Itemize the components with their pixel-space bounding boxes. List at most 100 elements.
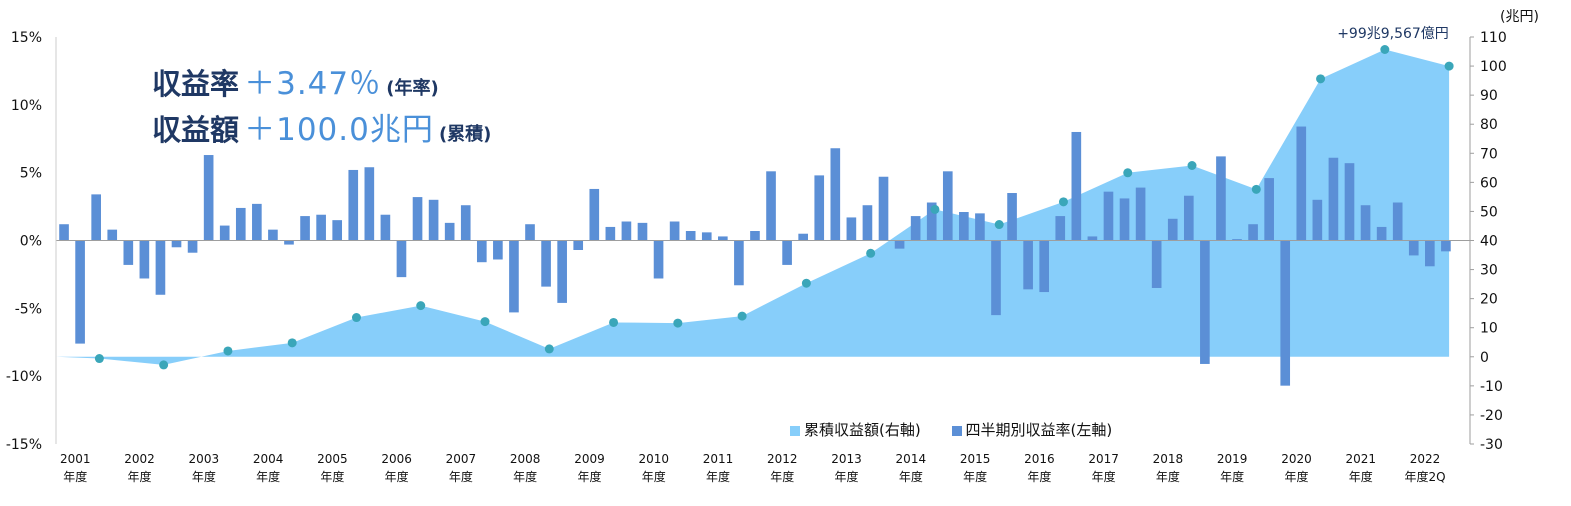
cumulative-dot xyxy=(1123,168,1133,178)
x-label-suffix: 年度 xyxy=(963,469,987,484)
quarterly-bar xyxy=(235,207,246,241)
x-label-year: 2016 xyxy=(1024,452,1055,466)
x-label-year: 2015 xyxy=(960,452,991,466)
right-tick-label: 80 xyxy=(1480,117,1498,133)
quarterly-bar xyxy=(1200,240,1210,364)
quarterly-bar xyxy=(396,240,407,278)
quarterly-bar xyxy=(1441,240,1451,252)
right-tick-label: 10 xyxy=(1480,321,1498,337)
x-label-year: 2009 xyxy=(574,452,605,466)
quarterly-bar xyxy=(766,171,776,241)
quarterly-bar xyxy=(573,240,584,250)
quarterly-bar xyxy=(959,212,969,241)
cumulative-dot xyxy=(1380,45,1390,55)
x-label-suffix: 年度 xyxy=(1284,469,1308,484)
quarterly-bar xyxy=(1216,156,1226,241)
rate-value: ＋3.47％ xyxy=(244,66,382,102)
amount-value: ＋100.0兆円 xyxy=(244,112,434,148)
right-axis-unit: (兆円) xyxy=(1500,9,1539,25)
right-tick-label: 50 xyxy=(1480,204,1498,220)
cumulative-dot xyxy=(801,278,811,288)
quarterly-bar xyxy=(1248,224,1258,241)
x-label-year: 2019 xyxy=(1217,452,1248,466)
quarterly-bar xyxy=(1328,157,1339,241)
left-axis-ticks: 15% 10% 5% 0% -5% -10% -15% xyxy=(6,30,42,453)
quarterly-bar xyxy=(718,236,728,241)
quarterly-bar xyxy=(621,221,632,241)
x-label-suffix: 年度 xyxy=(1092,469,1116,484)
quarterly-bar xyxy=(798,233,808,241)
x-label-suffix: 年度 xyxy=(385,469,409,484)
cumulative-dot xyxy=(416,301,426,311)
quarterly-bar xyxy=(942,171,953,241)
right-tick-label: 90 xyxy=(1480,88,1498,104)
cumulative-dot xyxy=(1187,160,1197,170)
quarterly-bar xyxy=(1183,195,1194,241)
x-label-year: 2006 xyxy=(381,452,412,466)
quarterly-bar xyxy=(1135,187,1146,241)
left-tick-label: 15% xyxy=(11,30,42,46)
quarterly-bar xyxy=(1264,178,1274,241)
amount-label: 収益額 xyxy=(152,113,240,147)
x-label-suffix: 年度2Q xyxy=(1404,469,1445,484)
quarterly-bar xyxy=(1425,240,1435,267)
x-label-suffix: 年度 xyxy=(899,469,923,484)
quarterly-bar xyxy=(926,202,937,241)
cumulative-dot xyxy=(287,338,297,348)
quarterly-bar xyxy=(701,232,712,241)
quarterly-bar xyxy=(1023,240,1033,290)
x-label-year: 2018 xyxy=(1153,452,1184,466)
quarterly-bar xyxy=(1408,240,1419,256)
quarterly-bar xyxy=(750,231,760,241)
x-label-suffix: 年度 xyxy=(642,469,666,484)
quarterly-bar xyxy=(846,217,857,241)
cumulative-dot xyxy=(994,220,1004,230)
cumulative-dot xyxy=(480,317,490,327)
x-label-year: 2013 xyxy=(831,452,862,466)
cumulative-dot xyxy=(1058,197,1068,207)
right-tick-label: -30 xyxy=(1480,437,1503,453)
quarterly-bar xyxy=(155,240,166,295)
quarterly-bar xyxy=(605,226,616,241)
rate-note: (年率) xyxy=(386,78,439,99)
cumulative-dot xyxy=(1444,61,1454,71)
x-label-year: 2011 xyxy=(703,452,734,466)
quarterly-bar xyxy=(1007,193,1017,241)
x-label-suffix: 年度 xyxy=(192,469,216,484)
quarterly-bar xyxy=(1360,205,1371,241)
quarterly-bar xyxy=(910,216,921,241)
cumulative-final-annotation: +99兆9,567億円 xyxy=(1337,26,1449,42)
quarterly-bar xyxy=(444,222,455,241)
quarterly-bar xyxy=(734,240,744,286)
quarterly-bar xyxy=(59,224,69,241)
cumulative-area xyxy=(56,49,1450,365)
x-label-year: 2003 xyxy=(189,452,220,466)
quarterly-bar xyxy=(348,169,359,241)
quarterly-bar xyxy=(557,240,567,303)
rate-label: 収益率 xyxy=(152,67,240,101)
x-label-year: 2002 xyxy=(124,452,155,466)
right-tick-label: -20 xyxy=(1480,408,1503,424)
x-label-suffix: 年度 xyxy=(1156,469,1180,484)
quarterly-bar xyxy=(1344,163,1355,241)
x-label-year: 2017 xyxy=(1088,452,1119,466)
quarterly-bar xyxy=(653,240,664,279)
quarterly-bar xyxy=(203,155,214,241)
quarterly-bar xyxy=(1392,202,1403,241)
quarterly-bar xyxy=(171,240,182,248)
cumulative-dot xyxy=(544,344,554,354)
cumulative-dot xyxy=(930,204,940,214)
quarterly-bar xyxy=(332,220,343,241)
quarterly-bar xyxy=(1232,239,1242,241)
x-label-year: 2008 xyxy=(510,452,541,466)
x-label-suffix: 年度 xyxy=(1349,469,1373,484)
x-label-year: 2004 xyxy=(253,452,284,466)
x-label-suffix: 年度 xyxy=(577,469,601,484)
x-label-suffix: 年度 xyxy=(128,469,152,484)
right-tick-label: -10 xyxy=(1480,379,1503,395)
x-label-year: 2021 xyxy=(1345,452,1376,466)
legend-item-area: 累積収益額(右軸) xyxy=(790,419,921,440)
quarterly-bar xyxy=(460,205,471,241)
quarterly-bar xyxy=(364,167,375,241)
